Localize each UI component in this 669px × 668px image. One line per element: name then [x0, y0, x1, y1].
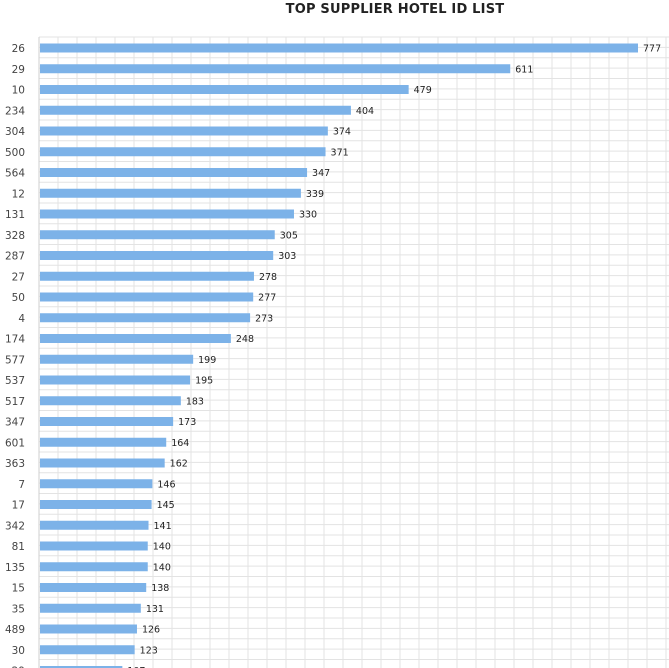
- y-tick-label: 564: [5, 168, 25, 180]
- bar: [40, 437, 167, 447]
- bar: [40, 354, 194, 364]
- bar: [40, 209, 294, 219]
- data-label: 141: [154, 521, 172, 532]
- y-tick-label: 174: [5, 334, 25, 346]
- bar: [40, 251, 274, 260]
- data-label: 146: [157, 479, 175, 490]
- y-tick-label: 601: [5, 437, 25, 449]
- data-label: 273: [255, 313, 273, 324]
- bar: [40, 645, 135, 655]
- data-label: 140: [153, 562, 171, 573]
- y-tick-label: 328: [5, 230, 25, 242]
- data-label: 330: [299, 210, 317, 221]
- y-tick-label: 29: [12, 666, 25, 668]
- data-label: 404: [356, 106, 374, 117]
- bar: [40, 458, 165, 468]
- data-label: 479: [414, 85, 432, 96]
- data-label: 183: [186, 396, 204, 407]
- data-label: 303: [278, 251, 296, 262]
- y-tick-label: 131: [5, 209, 25, 221]
- data-label: 371: [331, 147, 349, 158]
- bar: [40, 603, 141, 613]
- y-tick-label: 577: [5, 354, 25, 366]
- bar: [40, 188, 301, 198]
- data-label: 138: [151, 583, 169, 594]
- bar: [40, 417, 174, 426]
- y-tick-label: 135: [5, 562, 25, 574]
- data-label: 131: [146, 604, 164, 615]
- y-tick-label: 517: [5, 396, 25, 408]
- y-tick-label: 7: [18, 479, 25, 491]
- y-tick-label: 10: [12, 85, 25, 97]
- data-label: 107: [127, 666, 145, 668]
- y-tick-label: 304: [5, 126, 25, 138]
- bar: [40, 85, 409, 94]
- y-tick-label: 81: [12, 541, 25, 553]
- data-label: 374: [333, 127, 351, 138]
- y-tick-label: 29: [12, 64, 25, 76]
- data-label: 195: [195, 376, 213, 387]
- bar: [40, 562, 148, 572]
- y-tick-label: 537: [5, 375, 25, 387]
- y-tick-label: 489: [5, 624, 25, 636]
- data-label: 278: [259, 272, 277, 283]
- y-tick-label: 35: [12, 603, 25, 615]
- y-tick-label: 27: [12, 271, 25, 283]
- chart-title: TOP SUPPLIER HOTEL ID LIST: [285, 2, 505, 17]
- bar: [40, 500, 152, 509]
- data-label: 126: [142, 625, 160, 636]
- y-tick-label: 347: [5, 417, 25, 429]
- data-label: 277: [258, 293, 276, 304]
- bar: [40, 520, 149, 530]
- data-label: 162: [170, 459, 188, 470]
- data-label: 777: [643, 44, 661, 55]
- bar: [40, 375, 191, 385]
- data-label: 164: [171, 438, 189, 449]
- y-tick-label: 12: [12, 188, 25, 200]
- data-label: 347: [312, 168, 330, 179]
- bar: [40, 105, 351, 115]
- bar: [40, 168, 308, 177]
- y-tick-label: 17: [12, 500, 25, 512]
- y-tick-label: 363: [5, 458, 25, 470]
- y-tick-label: 26: [12, 43, 26, 55]
- bar: [40, 541, 148, 551]
- data-label: 305: [280, 230, 298, 241]
- y-tick-label: 50: [12, 292, 25, 304]
- data-label: 123: [140, 645, 158, 656]
- bar: [40, 479, 153, 489]
- y-tick-label: 30: [12, 645, 25, 657]
- bar-layer: [40, 43, 638, 668]
- bar: [40, 126, 328, 136]
- data-label: 199: [198, 355, 216, 366]
- data-label: 173: [178, 417, 196, 428]
- bar: [40, 230, 275, 240]
- y-tick-label: 342: [5, 520, 25, 532]
- bar: [40, 147, 326, 157]
- bar: [40, 271, 254, 281]
- data-label: 248: [236, 334, 254, 345]
- y-tick-label: 287: [5, 251, 25, 263]
- bar: [40, 313, 251, 323]
- data-label: 611: [515, 64, 533, 75]
- bar: [40, 624, 137, 634]
- bar: [40, 334, 231, 343]
- y-tick-label: 500: [5, 147, 25, 159]
- bar: [40, 583, 147, 592]
- y-tick-label: 4: [18, 313, 25, 325]
- y-tick-label: 15: [12, 583, 25, 595]
- data-label: 140: [153, 542, 171, 553]
- bar: [40, 292, 254, 302]
- bar: [40, 666, 123, 668]
- bar: [40, 64, 511, 74]
- bar: [40, 396, 181, 406]
- bar: [40, 43, 638, 53]
- y-tick-label: 234: [5, 105, 25, 117]
- data-label: 145: [157, 500, 175, 511]
- data-label: 339: [306, 189, 324, 200]
